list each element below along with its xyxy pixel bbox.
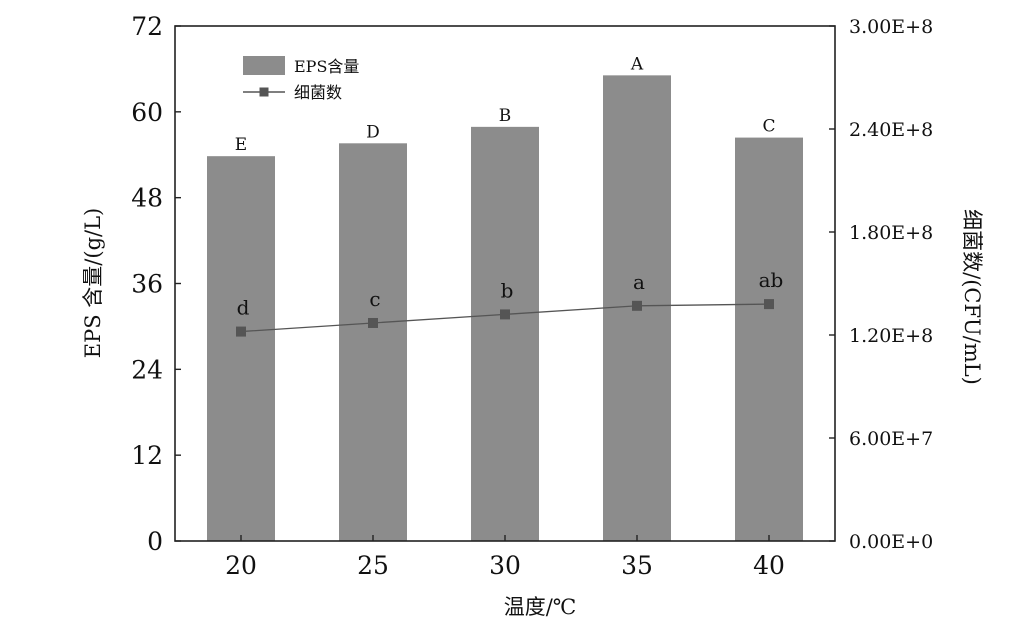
x-tick-label: 20 [225,551,257,580]
legend-line-label: 细菌数 [294,83,342,102]
axes: 0 12 24 36 48 60 72 0.00E+0 6.00E+7 1.20E+8 1.80E+… [131,12,933,580]
legend-bar-label: EPS含量 [294,57,359,76]
x-tick-label: 25 [357,551,389,580]
line-point-35 [632,300,642,311]
line-sig-label: ab [759,268,784,292]
y-left-tick-label: 60 [131,98,163,127]
x-tick-label: 35 [621,551,653,580]
line-point-30 [500,309,510,320]
x-tick-label: 30 [489,551,521,580]
legend-bar-swatch [243,56,285,75]
bar-40 [735,137,803,542]
bar-20 [207,156,275,542]
bar-sig-label: D [366,122,380,142]
y-right-tick-label: 3.00E+8 [849,16,933,38]
line-sig-label: a [633,270,645,294]
line-sig-label: d [237,296,250,320]
y-left-tick-label: 72 [131,12,163,41]
y-left-tick-label: 24 [131,355,163,384]
bar-sig-label: E [235,135,247,155]
line-point-25 [368,317,378,328]
y-axis-right-title: 细菌数/(CFU/mL) [960,209,984,385]
x-tick-label: 40 [753,551,785,580]
legend: EPS含量 细菌数 [243,56,359,102]
y-left-tick-label: 36 [131,270,163,299]
y-right-tick-label: 0.00E+0 [849,531,933,553]
legend-line-marker [259,87,269,97]
bar-series: E D B A C [207,54,803,542]
y-right-tick-label: 1.20E+8 [849,325,933,347]
line-point-40 [764,299,774,310]
y-axis-left-title: EPS 含量/(g/L) [81,208,105,358]
x-axis-title: 温度/℃ [504,595,577,619]
y-right-tick-label: 1.80E+8 [849,222,933,244]
line-sig-label: c [369,287,380,311]
bar-sig-label: A [630,54,644,74]
line-series: d c b a ab [236,268,784,337]
line-sig-label: b [501,278,514,302]
y-left-tick-label: 12 [131,441,163,470]
bar-sig-label: B [499,106,512,126]
bar-25 [339,143,407,542]
y-left-tick-label: 48 [131,184,163,213]
line-point-20 [236,326,246,337]
y-left-tick-label: 0 [147,527,163,556]
bar-sig-label: C [762,117,775,137]
bar-30 [471,126,539,542]
y-right-tick-label: 6.00E+7 [849,428,933,450]
y-right-tick-label: 2.40E+8 [849,119,933,141]
